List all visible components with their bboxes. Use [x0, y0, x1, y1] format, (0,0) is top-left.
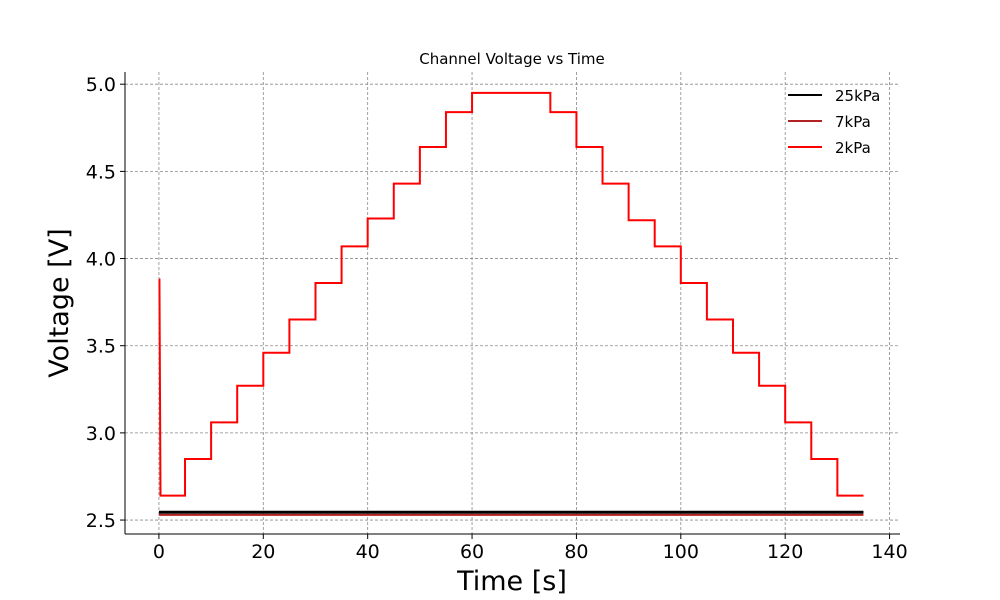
x-tick-label: 0 — [153, 541, 165, 563]
y-tick-label: 3.0 — [86, 423, 116, 445]
x-axis-label: Time [s] — [456, 566, 567, 597]
legend-label: 2kPa — [835, 139, 871, 157]
series-line-2kPa — [158, 91, 864, 497]
y-tick-label: 5.0 — [86, 74, 116, 96]
x-tick-label: 140 — [871, 541, 907, 563]
series-layer — [158, 91, 864, 516]
legend-label: 7kPa — [835, 113, 871, 131]
x-tick-label: 120 — [767, 541, 803, 563]
y-tick-label: 4.5 — [86, 161, 116, 183]
y-tick-label: 3.5 — [86, 336, 116, 358]
y-axis-label: Voltage [V] — [44, 228, 75, 377]
y-tick-label: 4.0 — [86, 249, 116, 271]
x-tick-label: 60 — [460, 541, 484, 563]
x-tick-label: 40 — [356, 541, 380, 563]
x-tick-label: 80 — [564, 541, 588, 563]
legend-label: 25kPa — [835, 87, 880, 105]
tick-layer: 0 20 40 60 80 100 120 140 2.5 3.0 3.5 4.0 4.5 5.0 — [86, 74, 908, 563]
grid-layer — [125, 72, 900, 534]
x-tick-label: 20 — [251, 541, 275, 563]
legend: 25kPa 7kPa 2kPa — [788, 87, 880, 157]
chart-title: Channel Voltage vs Time — [419, 50, 605, 68]
x-tick-label: 100 — [663, 541, 699, 563]
axes-layer — [124, 72, 900, 535]
y-tick-label: 2.5 — [86, 510, 116, 532]
